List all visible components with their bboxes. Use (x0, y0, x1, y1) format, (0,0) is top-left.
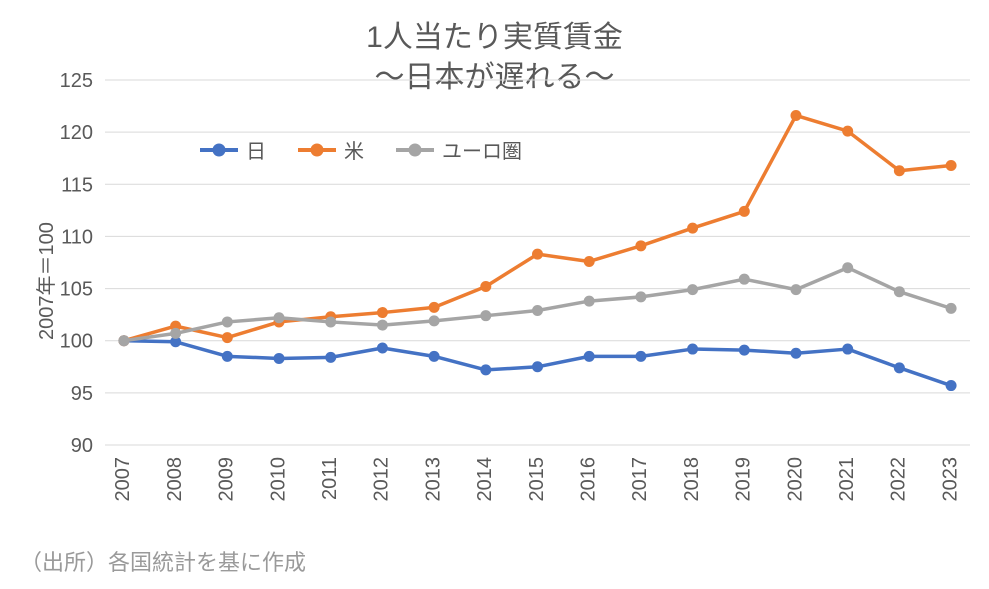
x-tick-label: 2010 (267, 457, 289, 502)
series-marker (584, 296, 595, 307)
series-marker (687, 284, 698, 295)
y-tick-label: 115 (61, 174, 93, 196)
series-marker (687, 344, 698, 355)
series-marker (532, 249, 543, 260)
y-tick-label: 95 (71, 383, 93, 405)
x-tick-label: 2022 (888, 457, 910, 502)
series-marker (532, 305, 543, 316)
y-tick-label: 90 (71, 435, 93, 457)
series-marker (687, 223, 698, 234)
series-marker (274, 353, 285, 364)
x-tick-label: 2016 (577, 457, 599, 502)
series-marker (842, 126, 853, 137)
series-marker (429, 302, 440, 313)
series-marker (894, 165, 905, 176)
series-marker (946, 160, 957, 171)
series-marker (739, 345, 750, 356)
chart-container: 1人当たり実質賃金 ～日本が遅れる～ 2007年＝100 （出所）各国統計を基に… (0, 0, 989, 589)
series-marker (584, 351, 595, 362)
x-tick-label: 2017 (629, 457, 651, 502)
x-tick-label: 2018 (681, 457, 703, 502)
y-tick-label: 120 (60, 122, 93, 144)
series-marker (946, 380, 957, 391)
series-marker (429, 315, 440, 326)
x-tick-label: 2020 (784, 457, 806, 502)
series-marker (790, 348, 801, 359)
series-marker (118, 335, 129, 346)
series-marker (377, 343, 388, 354)
series-marker (635, 351, 646, 362)
series-marker (842, 262, 853, 273)
x-tick-label: 2014 (474, 457, 496, 502)
series-marker (170, 328, 181, 339)
series-marker (325, 352, 336, 363)
series-marker (739, 274, 750, 285)
series-marker (532, 361, 543, 372)
series-marker (635, 291, 646, 302)
series-marker (790, 284, 801, 295)
series-marker (842, 344, 853, 355)
x-tick-label: 2011 (319, 457, 341, 500)
series-marker (946, 303, 957, 314)
x-tick-label: 2021 (836, 457, 858, 502)
series-marker (377, 307, 388, 318)
series-marker (325, 316, 336, 327)
y-tick-label: 105 (60, 279, 93, 301)
series-marker (222, 351, 233, 362)
series-marker (894, 286, 905, 297)
x-tick-label: 2008 (164, 457, 186, 502)
x-tick-label: 2013 (422, 457, 444, 502)
series-marker (790, 110, 801, 121)
x-tick-label: 2007 (112, 457, 134, 502)
series-marker (635, 240, 646, 251)
x-tick-label: 2023 (939, 457, 961, 502)
y-tick-label: 110 (61, 226, 93, 248)
series-marker (429, 351, 440, 362)
series-marker (377, 320, 388, 331)
series-marker (480, 310, 491, 321)
y-tick-label: 125 (60, 70, 93, 92)
x-tick-label: 2009 (216, 457, 238, 502)
series-marker (584, 256, 595, 267)
series-marker (480, 281, 491, 292)
x-tick-label: 2012 (371, 457, 393, 502)
y-tick-label: 100 (60, 331, 93, 353)
series-marker (739, 206, 750, 217)
series-marker (222, 332, 233, 343)
x-tick-label: 2015 (526, 457, 548, 502)
series-marker (480, 364, 491, 375)
series-marker (222, 316, 233, 327)
series-marker (274, 312, 285, 323)
series-marker (894, 362, 905, 373)
x-tick-label: 2019 (733, 457, 755, 502)
plot-svg: 90 95 100 105 110 115 120 125 2007 2008 2009 2010 20… (0, 0, 989, 589)
